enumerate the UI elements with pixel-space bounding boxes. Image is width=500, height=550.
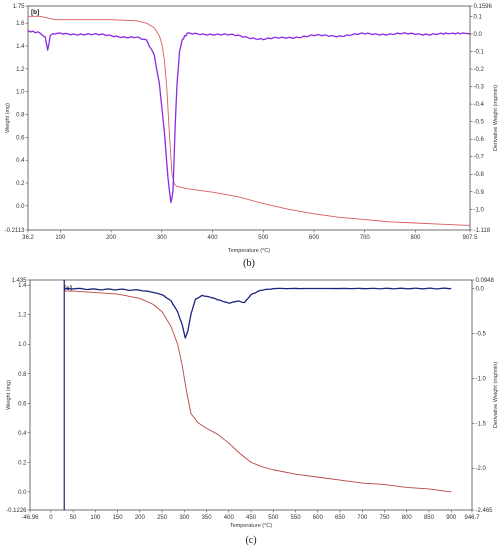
left-tick-label: 1.4 [16,44,25,50]
right-tick-label: -0.5 [476,331,487,337]
right-tick-label: -0.2 [474,67,485,73]
x-tick-label: 300 [179,515,190,521]
x-tick-label: 200 [106,235,117,241]
x-tick-label: 0 [49,515,53,521]
x-tick-label: 200 [135,515,146,521]
x-tick-label: 946.7 [464,515,480,521]
left-tick-label: 0.6 [18,401,27,407]
panel-c: [c] Temperature (°C) Weight (mg) Derivat… [6,278,499,546]
x-tick-label: 300 [157,235,168,241]
panel-b-caption: (b) [243,258,255,269]
x-tick-label: 50 [70,515,77,521]
right-tick-label: -0.5 [474,120,485,126]
right-tick-label: -1.5 [476,421,487,427]
x-tick-label: 550 [291,515,302,521]
left-tick-label: -0.2113 [5,228,26,234]
x-tick-label: 450 [246,515,257,521]
right-tick-label: -0.1 [474,50,485,56]
right-tick-label: -1.118 [474,228,491,234]
panel-c-x-axis-label: Temperature (°C) [230,523,272,529]
right-tick-label: 0.0 [474,32,483,38]
left-tick-label: 1.0 [16,90,25,96]
panel-b-x-ticks: 36.2 100 200 300 400 500 600 700 800 907.5 [22,230,478,241]
derivative-series-line [64,287,452,339]
panel-c-caption: (c) [245,535,256,546]
right-tick-label: -0.8 [474,172,485,178]
right-tick-label: -0.7 [474,155,485,161]
x-tick-label: 900 [446,515,457,521]
x-tick-label: 100 [90,515,101,521]
weight-series-line [64,290,452,493]
x-tick-label: 36.2 [22,235,34,241]
x-tick-label: 500 [258,235,269,241]
panel-b: [b] Temperature (°C) Weight (mg) Derivat… [5,4,499,269]
x-tick-label: 850 [424,515,435,521]
right-tick-label: 0.1596 [474,4,493,10]
x-tick-label: 700 [357,515,368,521]
panel-b-right-ticks: 0.1596 0.1 0.0 -0.1 -0.2 -0.3 -0.4 -0.5 -0.6 -0.7… [470,4,493,234]
panel-b-right-axis-label: Derivative Weight (mg/min) [493,85,499,151]
panel-c-right-axis-label: Derivative Weight (mg/min) [493,362,499,428]
panel-b-left-ticks: 1.75 1.6 1.4 1.2 1.0 0.8 0.6 0.4 0.2 0.0 -0.2113 [5,4,28,234]
panel-b-tag: [b] [31,9,39,16]
x-tick-label: 500 [268,515,279,521]
right-tick-label: -0.4 [474,102,485,108]
panel-c-series [63,280,452,510]
left-tick-label: 0.2 [18,460,27,466]
x-tick-label: 650 [335,515,346,521]
x-tick-label: 100 [55,235,66,241]
right-tick-label: -1.0 [476,376,487,382]
x-tick-label: 800 [410,235,421,241]
left-tick-label: 0.4 [16,158,25,164]
left-tick-label: 0.2 [16,181,25,187]
right-tick-label: -2.465 [476,508,494,514]
left-tick-label: 0.8 [18,372,27,378]
panel-c-right-ticks: 0.0948 0.0 -0.5 -1.0 -1.5 -2.0 -2.465 [472,278,495,514]
x-tick-label: 700 [360,235,371,241]
x-tick-label: 750 [379,515,390,521]
x-tick-label: -46.96 [21,515,39,521]
panel-b-left-axis-label: Weight (mg) [5,103,11,133]
panel-c-left-axis-label: Weight (mg) [6,380,12,410]
right-tick-label: -0.3 [474,85,485,91]
left-tick-label: 1.2 [18,313,27,319]
right-tick-label: -2.0 [476,466,487,472]
panel-c-plot-frame [29,279,473,511]
left-tick-label: 1.4 [18,283,27,289]
panel-b-series [27,15,471,226]
derivative-series-line [27,30,471,204]
left-tick-label: 0.6 [16,135,25,141]
left-tick-label: 1.75 [13,4,25,10]
x-tick-label: 800 [402,515,413,521]
right-tick-label: -0.6 [474,137,485,143]
right-tick-label: 0.0948 [476,278,495,284]
x-tick-label: 600 [313,515,324,521]
x-tick-label: 400 [224,515,235,521]
left-tick-label: 0.4 [18,431,27,437]
right-tick-label: 0.0 [476,287,485,293]
left-tick-label: 1.435 [11,278,27,284]
panel-b-x-axis-label: Temperature (°C) [228,248,270,254]
left-tick-label: 0.8 [16,112,25,118]
right-tick-label: 0.1 [474,14,483,20]
left-tick-label: 0.0 [16,204,25,210]
x-tick-label: 250 [157,515,168,521]
x-tick-label: 907.5 [462,235,478,241]
right-tick-label: -0.9 [474,190,485,196]
left-tick-label: 1.0 [18,342,27,348]
x-tick-label: 150 [113,515,124,521]
x-tick-label: 400 [208,235,219,241]
panel-c-x-ticks: -46.96 0 50 100 150 200 250 300 350 400 450 500 550 6… [21,510,480,521]
x-tick-label: 350 [202,515,213,521]
left-tick-label: 1.2 [16,67,25,73]
panel-b-plot-frame [27,5,471,231]
left-tick-label: -0.1226 [6,508,27,514]
left-tick-label: 0.0 [18,490,27,496]
right-tick-label: -1.0 [474,207,485,213]
left-tick-label: 1.6 [16,21,25,27]
x-tick-label: 600 [309,235,320,241]
